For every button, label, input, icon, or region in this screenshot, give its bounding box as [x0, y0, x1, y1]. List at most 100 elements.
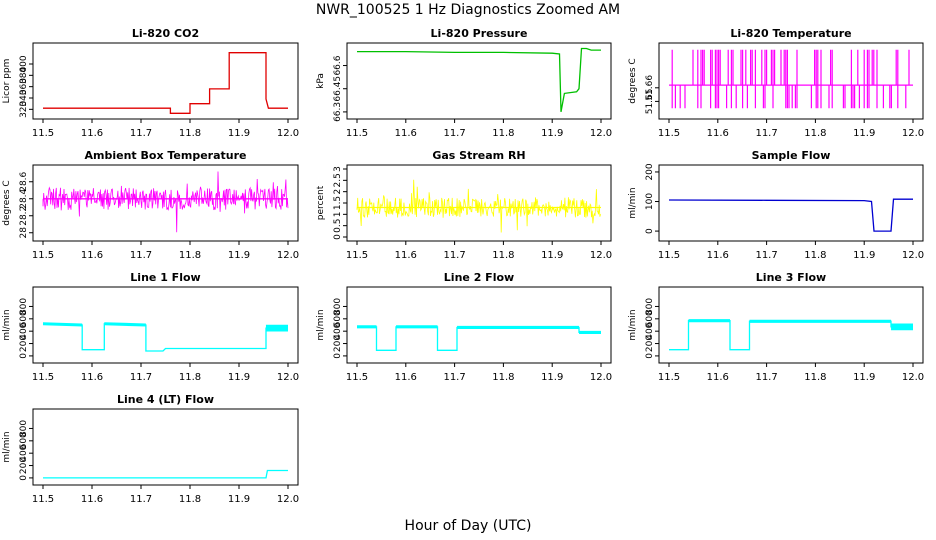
- x-tick-label: 11.5: [32, 372, 54, 383]
- x-tick-label: 11.9: [853, 372, 875, 383]
- flow-band: [749, 319, 892, 323]
- x-tick-label: 11.7: [755, 372, 777, 383]
- y-tick-label: 0: [645, 228, 655, 234]
- flow-band: [357, 325, 377, 329]
- temperature-spikes: [671, 49, 910, 109]
- y-tick-label: 28: [19, 227, 29, 239]
- x-tick-label: 11.7: [755, 250, 777, 261]
- series-noise: [42, 171, 289, 233]
- x-tick-label: 11.9: [228, 250, 250, 261]
- y-tick-label: 2.5: [333, 173, 343, 187]
- y-tick-label: 200: [19, 335, 29, 352]
- y-tick-label: 800: [19, 420, 29, 437]
- chart-title: Gas Stream RH: [432, 149, 525, 162]
- y-tick-label: 600: [19, 432, 29, 449]
- y-tick-label: 600: [645, 310, 655, 327]
- y-tick-label: 28.6: [19, 171, 29, 191]
- y-tick-label: 600: [19, 310, 29, 327]
- y-tick-label: 200: [645, 335, 655, 352]
- chart-title: Li-820 CO2: [132, 27, 199, 40]
- series-noise: [688, 319, 913, 331]
- x-tick-label: 11.5: [32, 250, 54, 261]
- y-tick-label: 200: [19, 457, 29, 474]
- noisy-trace: [42, 171, 289, 233]
- y-axis-label: ml/min: [316, 309, 326, 340]
- x-tick-label: 12.0: [902, 372, 924, 383]
- x-tick-label: 11.9: [228, 128, 250, 139]
- series-line: [357, 326, 601, 351]
- y-tick-label: 100: [645, 193, 655, 210]
- plot-frame: [346, 42, 612, 120]
- x-tick-label: 11.6: [707, 128, 729, 139]
- x-tick-label: 11.7: [130, 372, 152, 383]
- y-tick-label: 1.5: [333, 196, 343, 210]
- series-line: [43, 469, 288, 479]
- plot-frame: [32, 164, 299, 242]
- y-tick-label: 66.3: [333, 102, 343, 122]
- y-tick-label: 66.6: [333, 55, 343, 75]
- plot-frame: [32, 42, 299, 120]
- y-axis-label: degrees C: [2, 180, 12, 225]
- y-tick-label: 320: [19, 100, 29, 117]
- y-axis-label: percent: [316, 185, 326, 220]
- y-tick-label: 0: [19, 475, 29, 481]
- plot-frame: [32, 286, 299, 364]
- y-tick-label: 600: [333, 310, 343, 327]
- series-line: [668, 198, 913, 232]
- x-tick-label: 11.7: [130, 494, 152, 505]
- x-tick-label: 11.6: [81, 494, 103, 505]
- y-tick-label: 800: [19, 298, 29, 315]
- y-tick-label: 2: [333, 189, 343, 195]
- chart-panel-6: Sample Flow ml/min 0 100 200 11.5 11.6 11.7 11.8…: [628, 149, 924, 261]
- x-tick-label: 11.6: [81, 128, 103, 139]
- x-tick-label: 11.8: [179, 372, 201, 383]
- chart-title: Line 1 Flow: [130, 271, 200, 284]
- flow-band: [688, 319, 730, 323]
- y-tick-label: 28.2: [19, 206, 29, 226]
- x-tick-label: 11.6: [395, 372, 417, 383]
- y-tick-label: 3: [333, 166, 343, 172]
- x-tick-label: 11.8: [804, 250, 826, 261]
- series-noise: [356, 179, 601, 233]
- x-tick-label: 11.9: [541, 128, 563, 139]
- x-tick-label: 12.0: [277, 494, 299, 505]
- x-tick-label: 11.7: [130, 128, 152, 139]
- chart-title: Line 4 (LT) Flow: [117, 393, 214, 406]
- y-tick-label: 360: [19, 78, 29, 95]
- chart-title: Li-820 Temperature: [730, 27, 851, 40]
- x-tick-label: 11.8: [179, 494, 201, 505]
- y-tick-label: 400: [333, 322, 343, 339]
- flow-band: [104, 322, 146, 327]
- x-tick-label: 11.8: [804, 372, 826, 383]
- y-tick-label: 400: [19, 55, 29, 72]
- x-tick-label: 11.6: [395, 250, 417, 261]
- y-axis-label: Licor ppm: [2, 59, 12, 104]
- y-axis-label: ml/min: [628, 187, 638, 218]
- y-tick-label: 1: [333, 211, 343, 217]
- series-noise: [43, 322, 288, 332]
- y-axis-label: kPa: [316, 73, 326, 89]
- plot-frame: [32, 408, 299, 486]
- y-tick-label: 51.65: [645, 89, 655, 115]
- y-tick-label: 400: [19, 444, 29, 461]
- noisy-trace: [356, 179, 601, 233]
- series-line: [669, 320, 913, 351]
- series-line: [43, 52, 288, 114]
- chart-title: Line 2 Flow: [444, 271, 514, 284]
- x-tick-label: 11.9: [541, 372, 563, 383]
- chart-title: Li-820 Pressure: [431, 27, 528, 40]
- series-line: [42, 323, 288, 352]
- x-tick-label: 11.5: [658, 128, 680, 139]
- y-tick-label: 400: [645, 322, 655, 339]
- x-axis-label: Hour of Day (UTC): [404, 518, 532, 534]
- flow-band: [457, 325, 580, 330]
- x-tick-label: 11.6: [395, 128, 417, 139]
- y-tick-label: 0: [645, 353, 655, 359]
- y-tick-label: 380: [19, 66, 29, 83]
- flow-band: [891, 323, 913, 331]
- y-tick-label: 66.45: [333, 76, 343, 102]
- x-tick-label: 11.6: [707, 372, 729, 383]
